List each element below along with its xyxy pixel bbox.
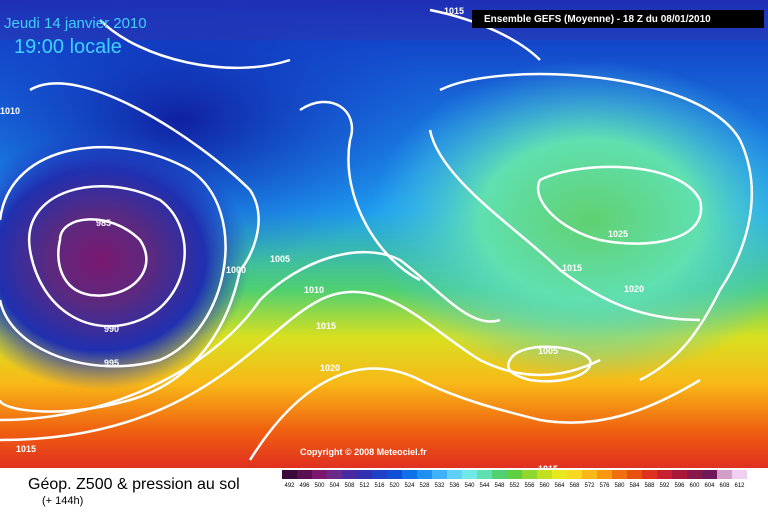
colorbar-label: 532 bbox=[434, 483, 445, 489]
colorbar-label: 608 bbox=[719, 483, 730, 489]
colorbar-swatch bbox=[327, 470, 342, 479]
colorbar-label: 508 bbox=[344, 483, 355, 489]
colorbar-swatch bbox=[612, 470, 627, 479]
colorbar-swatch bbox=[297, 470, 312, 479]
colorbar-label: 548 bbox=[494, 483, 505, 489]
colorbar-swatch bbox=[462, 470, 477, 479]
colorbar-swatch bbox=[627, 470, 642, 479]
colorbar-label: 592 bbox=[659, 483, 670, 489]
colorbar-swatch bbox=[477, 470, 492, 479]
colorbar: 492 496 500 504 508 512 516 520 524 528 532 536 540 5… bbox=[282, 470, 747, 489]
colorbar-swatch bbox=[597, 470, 612, 479]
colorbar-label: 560 bbox=[539, 483, 550, 489]
colorbar-label: 576 bbox=[599, 483, 610, 489]
colorbar-swatch bbox=[507, 470, 522, 479]
colorbar-swatch bbox=[372, 470, 387, 479]
colorbar-swatch bbox=[432, 470, 447, 479]
colorbar-label: 520 bbox=[389, 483, 400, 489]
isobar-label: 1005 bbox=[538, 346, 558, 356]
model-box bbox=[472, 10, 764, 28]
colorbar-label: 588 bbox=[644, 483, 655, 489]
colorbar-label: 544 bbox=[479, 483, 490, 489]
colorbar-swatch bbox=[357, 470, 372, 479]
local-time: 19:00 locale bbox=[14, 36, 122, 58]
isobars bbox=[0, 8, 754, 461]
colorbar-swatch bbox=[492, 470, 507, 479]
isobar-label: 1005 bbox=[270, 254, 290, 264]
colorbar-label: 528 bbox=[419, 483, 430, 489]
colorbar-label: 492 bbox=[284, 483, 295, 489]
isobar-label: 1000 bbox=[226, 265, 246, 275]
isobar-label: 1010 bbox=[0, 106, 20, 116]
colorbar-label: 500 bbox=[314, 483, 325, 489]
isobar-label: 1020 bbox=[320, 363, 340, 373]
colorbar-swatch bbox=[312, 470, 327, 479]
colorbar-swatch bbox=[552, 470, 567, 479]
map-field bbox=[0, 0, 768, 468]
colorbar-label: 564 bbox=[554, 483, 565, 489]
colorbar-swatch bbox=[582, 470, 597, 479]
date: Jeudi 14 janvier 2010 bbox=[4, 15, 147, 32]
colorbar-swatch bbox=[447, 470, 462, 479]
colorbar-swatch bbox=[687, 470, 702, 479]
colorbar-label: 596 bbox=[674, 483, 685, 489]
isobar-label: 1020 bbox=[624, 284, 644, 294]
colorbar-label: 572 bbox=[584, 483, 595, 489]
isobar-label: 1015 bbox=[16, 444, 36, 454]
colorbar-label: 612 bbox=[734, 483, 745, 489]
colorbar-swatch bbox=[282, 470, 297, 479]
model-info: Ensemble GEFS (Moyenne) - 18 Z du 08/01/… bbox=[484, 14, 711, 25]
colorbar-swatch bbox=[672, 470, 687, 479]
isobar-label: 1015 bbox=[316, 321, 336, 331]
footer-subtitle: (+ 144h) bbox=[42, 495, 83, 507]
colorbar-swatch bbox=[657, 470, 672, 479]
isobar-label: 995 bbox=[104, 358, 119, 368]
colorbar-label: 584 bbox=[629, 483, 640, 489]
colorbar-label: 496 bbox=[299, 483, 310, 489]
footer-title: Géop. Z500 & pression au sol bbox=[28, 476, 240, 493]
colorbar-swatch bbox=[567, 470, 582, 479]
colorbar-label: 512 bbox=[359, 483, 370, 489]
colorbar-label: 552 bbox=[509, 483, 520, 489]
colorbar-label: 540 bbox=[464, 483, 475, 489]
colorbar-swatch bbox=[417, 470, 432, 479]
colorbar-label: 600 bbox=[689, 483, 700, 489]
colorbar-swatch bbox=[717, 470, 732, 479]
colorbar-label: 556 bbox=[524, 483, 535, 489]
colorbar-swatch bbox=[732, 470, 747, 479]
colorbar-swatch bbox=[702, 470, 717, 479]
colorbar-swatch bbox=[402, 470, 417, 479]
isobar-label: 1015 bbox=[562, 263, 582, 273]
colorbar-label: 568 bbox=[569, 483, 580, 489]
colorbar-swatch bbox=[537, 470, 552, 479]
isobar-label: 985 bbox=[96, 218, 111, 228]
isobar-label: 1015 bbox=[444, 6, 464, 16]
isobar-label: 1025 bbox=[608, 229, 628, 239]
colorbar-label: 516 bbox=[374, 483, 385, 489]
colorbar-label: 580 bbox=[614, 483, 625, 489]
colorbar-swatch bbox=[522, 470, 537, 479]
colorbar-swatch bbox=[387, 470, 402, 479]
isobar-label: 1010 bbox=[304, 285, 324, 295]
colorbar-label: 604 bbox=[704, 483, 715, 489]
colorbar-label: 504 bbox=[329, 483, 340, 489]
colorbar-label: 536 bbox=[449, 483, 460, 489]
isobar-label: 990 bbox=[104, 324, 119, 334]
colorbar-label: 524 bbox=[404, 483, 415, 489]
copyright: Copyright © 2008 Meteociel.fr bbox=[300, 447, 427, 457]
colorbar-swatch bbox=[342, 470, 357, 479]
colorbar-swatch bbox=[642, 470, 657, 479]
